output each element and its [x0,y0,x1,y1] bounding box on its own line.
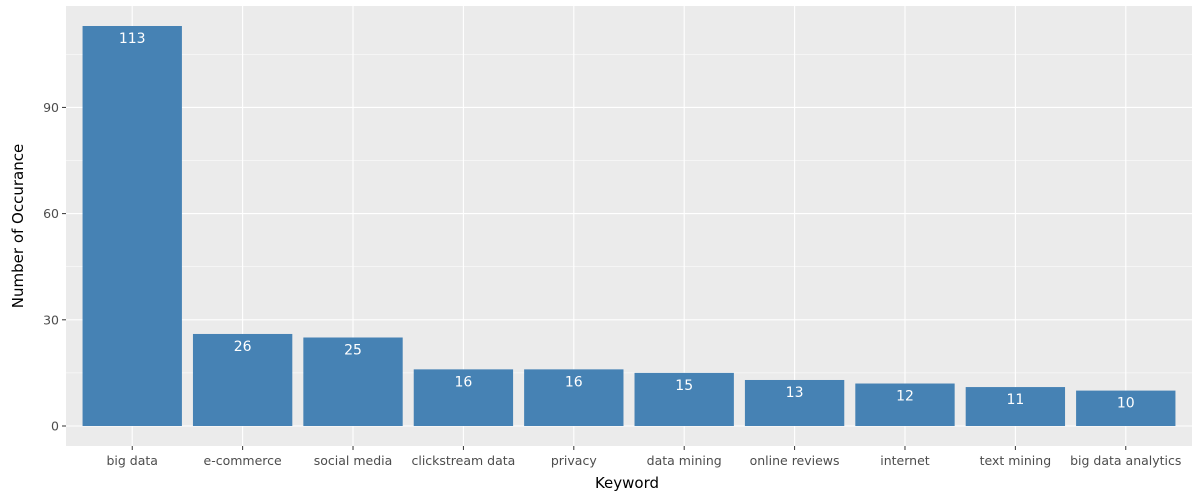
bar-value-label: 16 [565,374,583,390]
bar-value-label: 13 [786,385,804,401]
bar-clickstream-data [413,369,514,426]
bar-value-label: 26 [234,339,252,355]
bar-value-label: 12 [896,389,914,405]
bar-big-data-analytics [1076,390,1176,426]
bar-data-mining [634,372,734,426]
bar-data-labels: 113 26 25 16 16 15 13 12 11 10 [119,31,1135,412]
bar-privacy [524,369,624,426]
y-axis-title: Number of Occurance [9,144,27,308]
y-tick-label: 60 [43,206,59,221]
y-tick-label: 90 [43,100,59,115]
bar-e-commerce [192,333,293,426]
bar-internet [855,383,955,426]
bar-big-data [82,26,182,426]
x-tick-label: social media [314,453,393,468]
y-axis: 0 30 60 90 [43,100,66,434]
x-tick-label: internet [880,453,930,468]
y-tick-label: 0 [51,419,59,434]
x-tick-label: big data [106,453,157,468]
bar-value-label: 16 [454,374,472,390]
bar-social-media [303,337,403,426]
bar-text-mining [965,387,1066,426]
x-tick-label: online reviews [750,453,840,468]
bar-value-label: 11 [1006,392,1024,408]
bar-online-reviews [744,379,845,426]
bar-value-label: 15 [675,378,693,394]
x-tick-label: data mining [647,453,722,468]
x-tick-label: clickstream data [411,453,515,468]
x-tick-label: big data analytics [1070,453,1181,468]
bar-value-label: 113 [119,31,146,47]
x-tick-label: text mining [980,453,1052,468]
bars [82,26,1176,426]
bar-value-label: 10 [1117,396,1135,412]
x-tick-label: e-commerce [204,453,283,468]
y-tick-label: 30 [43,312,59,327]
x-axis: big data e-commerce social media clickstrea… [106,446,1181,468]
x-axis-title: Keyword [595,474,659,492]
x-tick-label: privacy [551,453,597,468]
bar-value-label: 25 [344,343,362,359]
